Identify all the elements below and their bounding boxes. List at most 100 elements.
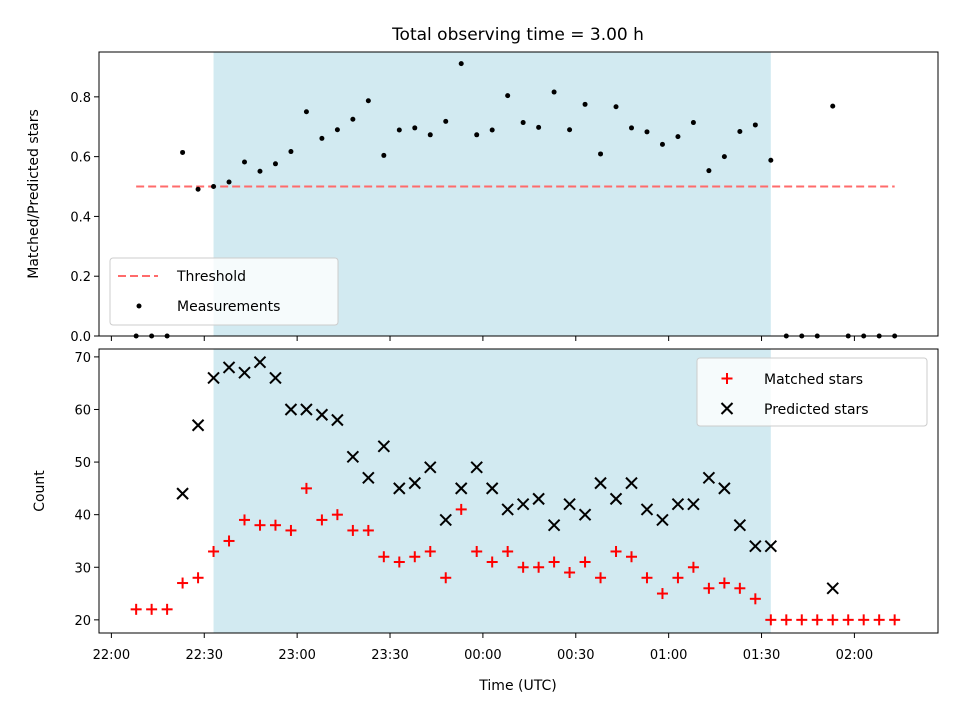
matched-stars-point xyxy=(440,572,452,584)
predicted-stars-point xyxy=(238,366,251,379)
predicted-stars-point xyxy=(393,482,406,495)
top-y-axis-label: Matched/Predicted stars xyxy=(26,109,42,279)
measurement-point xyxy=(272,161,278,167)
measurement-point xyxy=(350,116,356,122)
measurement-point xyxy=(381,152,387,158)
measurement-point xyxy=(319,135,325,141)
measurement-point xyxy=(489,127,495,133)
matched-stars-point xyxy=(502,545,514,557)
matched-stars-point xyxy=(656,588,668,600)
predicted-stars-point xyxy=(315,408,329,421)
predicted-stars-point xyxy=(578,508,592,521)
predicted-stars-point xyxy=(284,403,298,416)
predicted-stars-point xyxy=(625,476,638,490)
x-tick-label: 00:30 xyxy=(557,648,594,663)
top-panel: 0.00.20.40.60.8 Matched/Predicted stars … xyxy=(26,51,939,345)
measurement-point xyxy=(474,132,480,138)
y-tick-label: 30 xyxy=(74,561,91,576)
matched-stars-point xyxy=(517,561,529,573)
legend-predicted-label: Predicted stars xyxy=(764,402,869,418)
predicted-stars-point xyxy=(656,513,669,527)
predicted-stars-point xyxy=(362,471,375,485)
measurement-point xyxy=(675,134,681,140)
bottom-plot-frame xyxy=(98,348,939,634)
measurement-point xyxy=(551,89,557,95)
measurement-point xyxy=(334,127,340,133)
measurement-point xyxy=(211,184,217,190)
measurement-point xyxy=(458,61,464,67)
matched-stars-point xyxy=(610,545,622,557)
predicted-stars-point xyxy=(640,503,654,516)
predicted-stars-point xyxy=(547,518,561,532)
matched-stars-point xyxy=(455,503,467,515)
matched-stars-point xyxy=(533,561,545,573)
predicted-stars-point xyxy=(609,492,623,506)
predicted-stars-point xyxy=(377,440,391,453)
matched-stars-point xyxy=(331,509,343,521)
matched-stars-point xyxy=(161,603,173,615)
predicted-stars-point xyxy=(749,540,762,553)
matched-stars-point xyxy=(300,482,312,494)
y-tick-label: 40 xyxy=(74,509,91,524)
matched-stars-point xyxy=(842,614,854,626)
predicted-stars-point xyxy=(702,471,716,485)
measurement-point xyxy=(412,125,418,131)
bottom-y-axis-label: Count xyxy=(32,470,48,512)
predicted-stars-point xyxy=(718,482,731,495)
matched-stars-point xyxy=(269,519,281,531)
predicted-stars-point xyxy=(671,497,685,511)
predicted-stars-point xyxy=(455,482,468,495)
matched-stars-point xyxy=(254,519,266,531)
predicted-stars-point xyxy=(439,513,452,527)
predicted-stars-point xyxy=(532,492,545,506)
measurement-point xyxy=(195,186,201,192)
top-legend: Threshold Measurements xyxy=(109,257,339,326)
matched-stars-point xyxy=(858,614,870,626)
measurement-point xyxy=(226,179,232,185)
measurement-point xyxy=(644,129,650,135)
matched-stars-point xyxy=(626,551,638,563)
bottom-panel: 20 30 40 50 60 70 22:00 22:30 23:00 23:30 00:00 00… xyxy=(32,348,939,694)
matched-stars-point xyxy=(130,603,142,615)
matched-stars-point xyxy=(378,551,390,563)
x-tick-label: 23:00 xyxy=(278,648,315,663)
predicted-stars-point xyxy=(764,540,778,553)
predicted-stars-point xyxy=(733,518,747,532)
legend-measurements-swatch xyxy=(136,303,142,309)
measurement-point xyxy=(536,124,542,130)
measurement-point xyxy=(752,122,758,128)
y-tick-label: 0.8 xyxy=(70,91,91,106)
matched-stars-point xyxy=(316,514,328,526)
predicted-stars-point xyxy=(222,361,236,374)
matched-stars-point xyxy=(239,514,251,526)
top-plot-frame xyxy=(98,51,939,337)
matched-stars-point xyxy=(424,545,436,557)
matched-stars-point xyxy=(486,556,498,568)
matched-stars-point xyxy=(362,524,374,536)
measurements-series xyxy=(133,61,898,339)
x-tick-label: 01:30 xyxy=(743,648,780,663)
legend-matched-label: Matched stars xyxy=(764,372,863,388)
predicted-stars-point xyxy=(191,419,205,432)
predicted-stars-point xyxy=(331,413,344,427)
x-tick-label: 22:30 xyxy=(186,648,223,663)
y-tick-label: 20 xyxy=(74,614,91,629)
predicted-stars-point xyxy=(501,503,514,516)
measurement-point xyxy=(768,157,774,163)
predicted-stars-point xyxy=(563,497,576,511)
measurement-point xyxy=(598,151,604,157)
matched-stars-point xyxy=(409,551,421,563)
matched-stars-point xyxy=(595,572,607,584)
y-tick-label: 0.6 xyxy=(70,151,91,166)
bottom-y-axis: 20 30 40 50 60 70 xyxy=(74,351,99,629)
matched-stars-point xyxy=(734,582,746,594)
matched-stars-point xyxy=(765,614,777,626)
chart-title: Total observing time = 3.00 h xyxy=(391,25,644,45)
matched-stars-point xyxy=(146,603,158,615)
matched-stars-point xyxy=(749,593,761,605)
matched-stars-point xyxy=(548,556,560,568)
x-tick-label: 02:00 xyxy=(836,648,873,663)
top-legend-box xyxy=(109,257,339,326)
predicted-stars-point xyxy=(485,482,499,495)
